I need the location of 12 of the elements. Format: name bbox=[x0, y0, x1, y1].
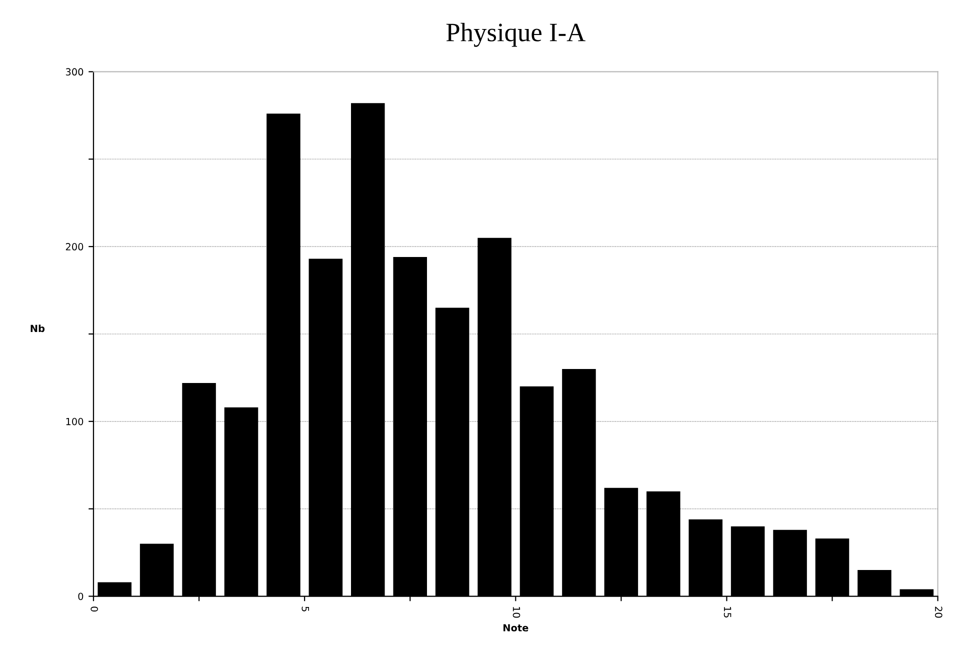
chart-title: Physique I-A bbox=[446, 22, 586, 47]
x-tick-label: 5 bbox=[302, 606, 309, 612]
x-axis-title: Note bbox=[504, 624, 528, 632]
x-tick-label: 0 bbox=[90, 606, 98, 612]
y-tick-label: 100 bbox=[66, 418, 84, 426]
x-tick-label: 10 bbox=[512, 607, 520, 618]
x-tick-label: 15 bbox=[724, 607, 732, 618]
x-tick-label: 20 bbox=[934, 606, 942, 618]
y-axis-title: Nb bbox=[30, 324, 45, 332]
y-tick-label: 0 bbox=[78, 592, 84, 600]
y-tick-label: 200 bbox=[66, 243, 84, 250]
y-tick-label: 300 bbox=[66, 68, 84, 76]
